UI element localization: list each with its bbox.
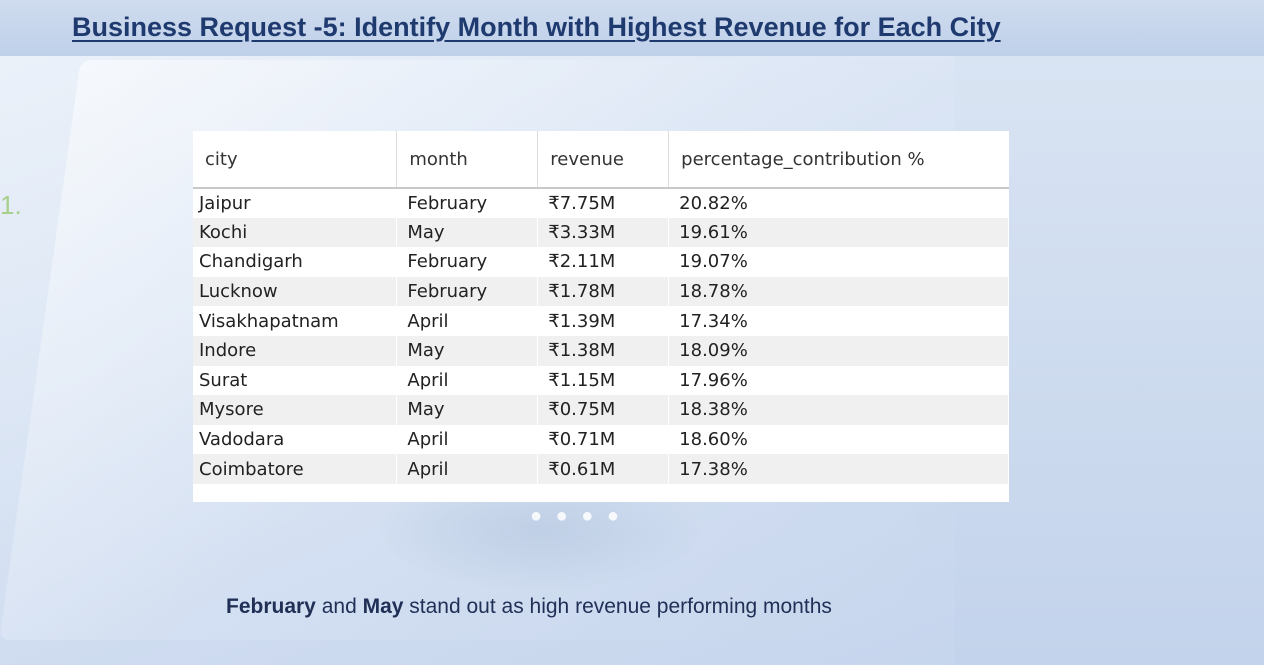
background-dots: ● ● ● ● (530, 505, 623, 527)
cell-city: Chandigarh (193, 247, 398, 277)
insight-month-2: May (362, 595, 404, 618)
cell-city: Jaipur (193, 188, 398, 218)
cell-month: May (396, 395, 539, 425)
cell-month: April (396, 454, 539, 484)
cell-month: February (396, 188, 539, 218)
cell-city: Indore (193, 335, 398, 366)
table-row: Surat April ₹1.15M 17.96% (193, 365, 1009, 396)
list-marker: 1. (0, 190, 22, 220)
cell-month: May (396, 217, 539, 248)
table-body: Jaipur February ₹7.75M 20.82% Kochi May ₹3.33M… (193, 188, 1009, 484)
table-row: Coimbatore April ₹0.61M 17.38% (193, 454, 1009, 484)
table-row: Kochi May ₹3.33M 19.61% (193, 217, 1009, 248)
table-row: Chandigarh February ₹2.11M 19.07% (193, 247, 1009, 277)
cell-percentage: 19.61% (668, 217, 1009, 248)
cell-revenue: ₹0.61M (537, 454, 670, 484)
cell-revenue: ₹1.15M (537, 365, 670, 396)
cell-percentage: 18.38% (668, 395, 1009, 425)
results-table-card: city month revenue percentage_contributi… (193, 131, 1009, 502)
cell-revenue: ₹3.33M (537, 217, 670, 248)
cell-city: Coimbatore (193, 454, 398, 484)
table-row: Jaipur February ₹7.75M 20.82% (193, 188, 1009, 218)
cell-percentage: 17.96% (668, 365, 1009, 396)
table-row: Lucknow February ₹1.78M 18.78% (193, 276, 1009, 307)
cell-month: April (396, 306, 539, 336)
column-header-month: month (396, 131, 539, 189)
cell-percentage: 20.82% (668, 188, 1009, 218)
cell-month: May (396, 335, 539, 366)
insight-joiner: and (315, 595, 363, 618)
cell-percentage: 19.07% (668, 247, 1009, 277)
cell-percentage: 18.60% (668, 424, 1009, 455)
cell-city: Vadodara (193, 424, 398, 455)
insight-month-1: February (226, 595, 316, 618)
cell-percentage: 17.34% (668, 306, 1009, 336)
cell-city: Lucknow (193, 276, 398, 307)
cell-percentage: 18.09% (668, 335, 1009, 366)
cell-month: April (396, 365, 539, 396)
table-row: Indore May ₹1.38M 18.09% (193, 335, 1009, 366)
cell-revenue: ₹0.75M (537, 395, 670, 425)
cell-percentage: 18.78% (668, 276, 1009, 307)
cell-revenue: ₹1.38M (537, 335, 670, 366)
page-title: Business Request -5: Identify Month with… (72, 12, 1001, 42)
cell-city: Mysore (193, 395, 398, 425)
column-header-percentage: percentage_contribution % (668, 131, 1009, 189)
cell-revenue: ₹0.71M (537, 424, 670, 455)
cell-revenue: ₹2.11M (537, 247, 670, 277)
cell-city: Kochi (193, 217, 398, 248)
table-header-row: city month revenue percentage_contributi… (193, 131, 1009, 189)
table-row: Vadodara April ₹0.71M 18.60% (193, 424, 1009, 455)
cell-city: Surat (193, 365, 398, 396)
cell-revenue: ₹1.39M (537, 306, 670, 336)
cell-percentage: 17.38% (668, 454, 1009, 484)
cell-revenue: ₹1.78M (537, 276, 670, 307)
insight-text: February and May stand out as high reven… (226, 595, 832, 619)
header-bar: Business Request -5: Identify Month with… (0, 0, 1264, 56)
table-row: Visakhapatnam April ₹1.39M 17.34% (193, 306, 1009, 336)
cell-month: February (396, 247, 539, 277)
column-header-city: city (193, 131, 398, 189)
table-row: Mysore May ₹0.75M 18.38% (193, 395, 1009, 425)
cell-month: February (396, 276, 539, 307)
insight-rest: stand out as high revenue performing mon… (403, 595, 832, 618)
cell-revenue: ₹7.75M (537, 188, 670, 218)
column-header-revenue: revenue (537, 131, 670, 189)
cell-city: Visakhapatnam (193, 306, 398, 336)
results-table: city month revenue percentage_contributi… (193, 131, 1009, 484)
cell-month: April (396, 424, 539, 455)
